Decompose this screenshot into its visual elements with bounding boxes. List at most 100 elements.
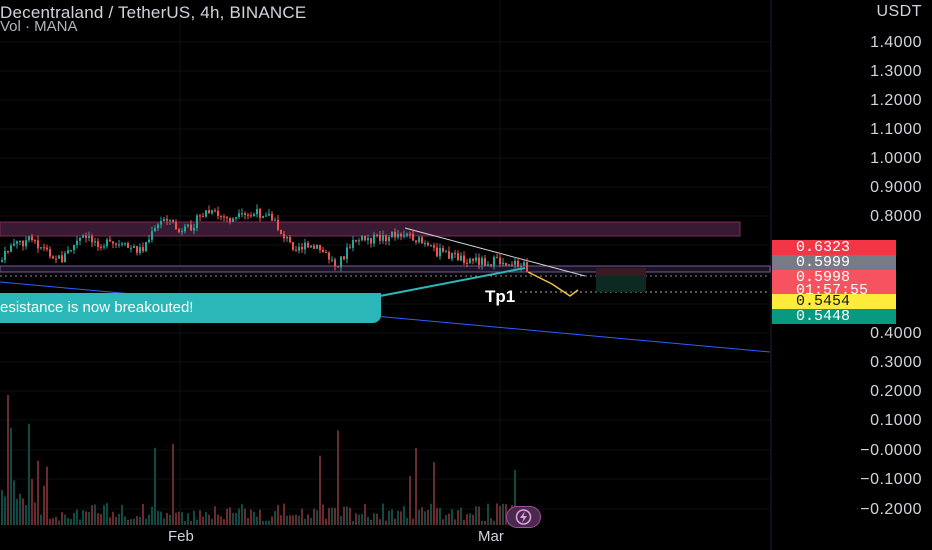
candle-body	[73, 244, 75, 251]
price-badge-low: 0.5448	[772, 309, 896, 324]
support-zone	[0, 265, 771, 273]
candle-body	[349, 247, 351, 249]
volume-legend[interactable]: Vol · MANA	[0, 18, 78, 35]
candle-body	[19, 241, 21, 243]
volume-bar	[16, 499, 18, 525]
volume-bar	[196, 519, 198, 525]
candle-body	[277, 219, 279, 230]
candle-body	[280, 229, 282, 234]
volume-bar	[208, 514, 210, 525]
volume-bar	[439, 507, 441, 525]
volume-bar	[94, 504, 96, 525]
candle-body	[85, 235, 87, 238]
candle-body	[427, 243, 429, 246]
candle-body	[373, 234, 375, 244]
volume-bar	[202, 516, 204, 525]
volume-bar	[76, 509, 78, 525]
volume-bar	[88, 512, 90, 525]
volume-bar	[46, 466, 48, 525]
candle-body	[496, 257, 498, 259]
candle-body	[403, 235, 405, 237]
candle-body	[16, 241, 18, 244]
candle-body	[22, 241, 24, 247]
volume-bar	[136, 515, 138, 525]
volume-bar	[10, 427, 12, 525]
candle-body	[25, 240, 27, 247]
price-tick: 0.3000	[870, 354, 922, 371]
candle-body	[4, 250, 6, 261]
volume-bar	[124, 516, 126, 525]
volume-bar	[106, 503, 108, 525]
candle-body	[217, 210, 219, 217]
candle-body	[235, 217, 237, 219]
lightning-icon[interactable]	[506, 506, 541, 528]
volume-bar	[28, 423, 30, 525]
candle-body	[370, 238, 372, 244]
candle-body	[475, 257, 477, 261]
candle-body	[442, 247, 444, 252]
candle-body	[169, 219, 171, 221]
candle-body	[13, 243, 15, 246]
volume-bar	[451, 509, 453, 525]
volume-bar	[457, 510, 459, 525]
candle-body	[175, 221, 177, 230]
volume-bar	[19, 493, 21, 525]
candle-body	[232, 218, 234, 222]
volume-bar	[271, 516, 273, 525]
volume-bar	[253, 511, 255, 525]
candle-body	[49, 249, 51, 257]
volume-bar	[499, 505, 501, 525]
candle-body	[319, 245, 321, 250]
volume-bar	[385, 520, 387, 525]
volume-bar	[304, 518, 306, 525]
candle-body	[241, 213, 243, 215]
candle-body	[109, 239, 111, 242]
volume-bar	[259, 509, 261, 525]
symbol-title[interactable]: Decentraland / TetherUS, 4h, BINANCE	[0, 3, 307, 22]
volume-bar	[343, 506, 345, 525]
volume-bar	[487, 503, 489, 525]
volume-bar	[415, 447, 417, 525]
candle-body	[526, 262, 528, 272]
candle-body	[145, 242, 147, 252]
candle-body	[133, 246, 135, 248]
volume-bar	[37, 460, 39, 525]
volume-bar	[91, 505, 93, 525]
volume-bar	[478, 506, 480, 525]
price-tick: 0.8000	[870, 208, 922, 225]
candle-body	[316, 245, 318, 249]
target-label[interactable]: Tp1	[485, 287, 516, 306]
volume-bar	[73, 512, 75, 525]
callout-note[interactable]: esistance is now breakouted!	[0, 293, 381, 323]
candle-body	[451, 253, 453, 259]
candle-body	[430, 245, 432, 247]
volume-bar	[406, 517, 408, 525]
volume-bar	[313, 508, 315, 525]
candle-body	[187, 224, 189, 227]
candle-body	[124, 243, 126, 245]
candle-body	[457, 253, 459, 261]
candle-body	[346, 247, 348, 260]
candle-body	[259, 209, 261, 218]
candle-body	[31, 236, 33, 241]
candle-body	[391, 231, 393, 237]
volume-bar	[151, 506, 153, 525]
volume-bar	[427, 509, 429, 525]
candle-body	[76, 240, 78, 245]
candle-body	[211, 210, 213, 214]
volume-bar	[301, 508, 303, 525]
candle-body	[283, 233, 285, 239]
chart-grid	[0, 0, 770, 525]
candle-body	[250, 215, 252, 217]
candle-body	[55, 258, 57, 260]
volume-bar	[460, 507, 462, 525]
candle-body	[154, 228, 156, 232]
axis-currency[interactable]: USDT	[876, 3, 922, 20]
candle-body	[418, 237, 420, 243]
volume-bar	[175, 512, 177, 525]
price-tick: 0.2000	[870, 383, 922, 400]
price-tick: 1.2000	[870, 92, 922, 109]
time-label-feb: Feb	[168, 528, 194, 545]
volume-bar	[328, 508, 330, 525]
